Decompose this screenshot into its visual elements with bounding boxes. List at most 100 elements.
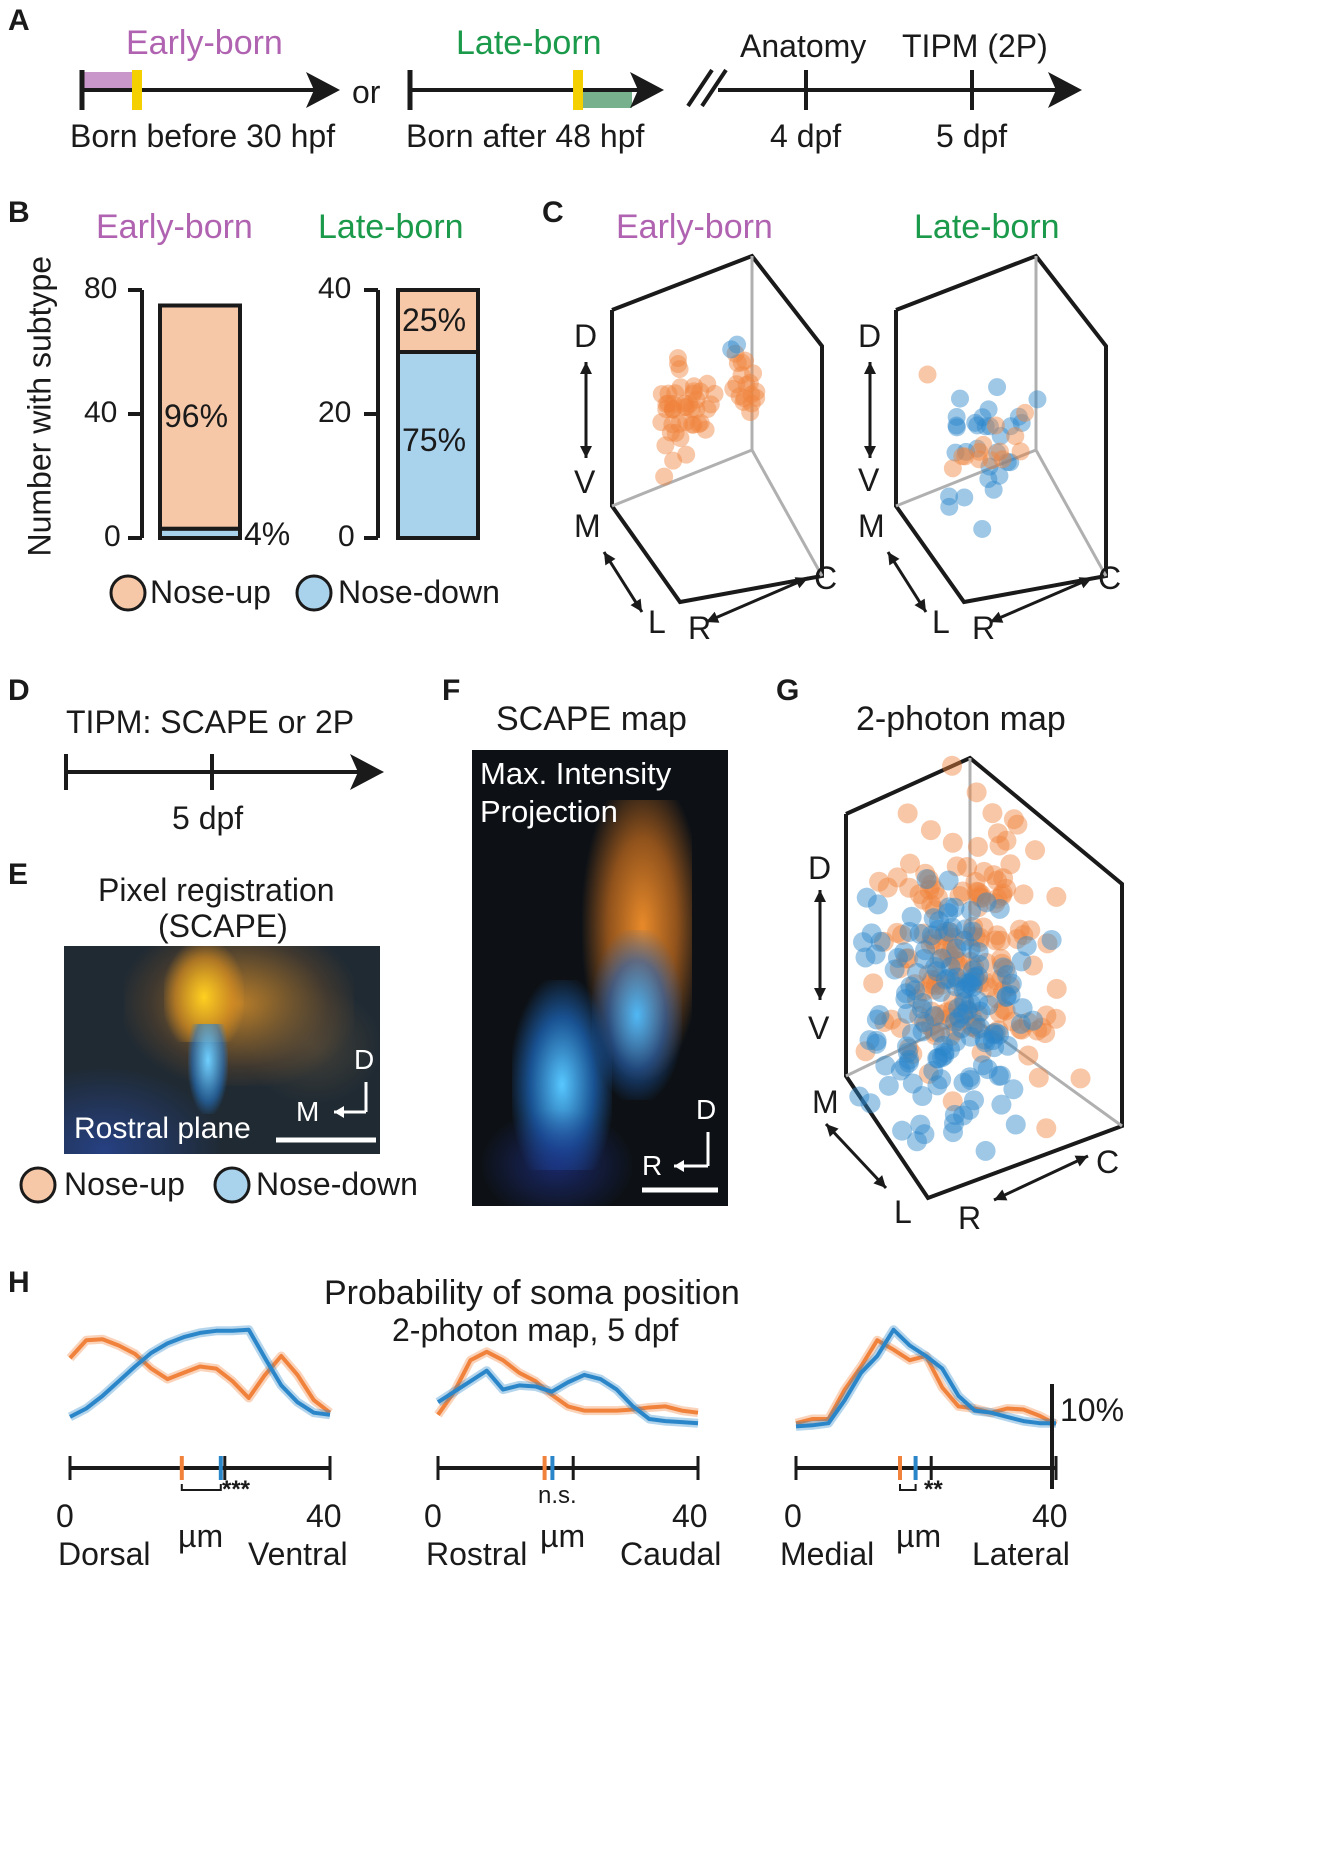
nose-down-soma xyxy=(961,971,982,992)
nose-up-soma xyxy=(664,400,683,419)
nose-up-soma xyxy=(869,871,890,892)
nose-up-soma xyxy=(985,893,1006,914)
nose-up-soma xyxy=(666,423,685,442)
nose-down-soma xyxy=(975,1140,996,1161)
nose-up-soma xyxy=(682,400,701,419)
nose-up-soma xyxy=(924,1021,945,1042)
nose-up-soma xyxy=(1009,919,1030,940)
nose-up-soma xyxy=(1013,884,1034,905)
nose-up-soma xyxy=(669,355,688,374)
arrow-head-icon xyxy=(1074,1155,1088,1167)
nose-down-soma xyxy=(860,1093,881,1114)
nose-up-soma xyxy=(735,389,754,408)
h3-right: Lateral xyxy=(972,1536,1070,1572)
arrow-head-icon xyxy=(580,446,592,458)
nose-down-soma xyxy=(974,1029,995,1050)
nose-up-soma xyxy=(680,394,699,413)
h-title: Probability of soma position xyxy=(324,1274,740,1312)
nose-down-soma xyxy=(973,519,992,538)
nose-up-soma xyxy=(920,1016,941,1037)
nose-up-soma xyxy=(929,950,950,971)
f-mip-line2: Projection xyxy=(480,794,618,829)
e-title-1: Pixel registration xyxy=(98,872,335,908)
nose-down-soma xyxy=(923,908,944,929)
nose-down-soma xyxy=(954,930,975,951)
nose-up-soma xyxy=(732,353,751,372)
f-d-label: D xyxy=(696,1094,717,1125)
nose-up-soma xyxy=(671,378,690,397)
nose-up-soma xyxy=(696,420,715,439)
b-late-tick-0: 0 xyxy=(338,520,355,553)
nose-up-soma xyxy=(933,925,954,946)
r-c-arrow xyxy=(989,576,1093,624)
nose-down-soma xyxy=(960,1026,981,1047)
nose-up-soma xyxy=(898,1038,919,1059)
nose-up-soma xyxy=(1007,814,1028,835)
nose-down-soma xyxy=(938,897,959,918)
nose-up-soma xyxy=(967,1004,988,1025)
box-back-edge xyxy=(1034,449,1108,577)
nose-down-soma xyxy=(1041,929,1062,950)
arrow-head-icon xyxy=(873,1175,886,1188)
nose-up-soma xyxy=(677,398,696,417)
arrow-head-icon xyxy=(814,890,826,902)
nose-up-soma xyxy=(965,926,986,947)
arrow-head-icon xyxy=(864,362,876,374)
nose-down-soma xyxy=(912,1021,933,1042)
nose-up-soma xyxy=(737,375,756,394)
nose-up-soma xyxy=(687,400,706,419)
nose-up-soma xyxy=(971,887,992,908)
nose-up-soma xyxy=(1020,920,1041,941)
nose-up-soma xyxy=(887,867,908,888)
nose-down-soma xyxy=(977,1059,998,1080)
nose-up-soma xyxy=(925,975,946,996)
nose-up-soma xyxy=(960,926,981,947)
nose-down-soma xyxy=(953,1072,974,1093)
nose-down-soma xyxy=(887,947,908,968)
panel-d-label: D xyxy=(8,674,30,707)
nose-down-soma xyxy=(911,998,932,1019)
box-back-edge xyxy=(750,449,824,577)
nose-up-soma xyxy=(995,959,1016,980)
nose-up-soma xyxy=(943,459,962,478)
nose-up-soma xyxy=(944,965,965,986)
nose-up-soma xyxy=(939,945,960,966)
nose-up-soma xyxy=(970,887,991,908)
nose-up-soma xyxy=(742,394,761,413)
nose-up-soma xyxy=(940,1025,961,1046)
nose-down-soma xyxy=(997,964,1018,985)
dpf5-label: 5 dpf xyxy=(936,118,1008,154)
nose-up-soma xyxy=(993,450,1012,469)
c2-c-label: C xyxy=(1098,560,1122,596)
nose-up-soma xyxy=(991,948,1012,969)
nose-down-soma xyxy=(1016,935,1037,956)
nose-down-soma xyxy=(969,954,990,975)
g-d-label: D xyxy=(808,850,832,886)
nose-up-soma xyxy=(1025,840,1046,861)
nose-up-soma xyxy=(663,399,682,418)
nose-down-soma xyxy=(895,988,916,1009)
c1-r-label: R xyxy=(688,610,712,646)
arrow-head-icon xyxy=(1048,72,1082,108)
h3-um: µm xyxy=(896,1518,942,1554)
nose-down-soma xyxy=(890,1060,911,1081)
nose-up-soma xyxy=(940,1007,961,1028)
nose-up-soma xyxy=(687,390,706,409)
nose-up-soma xyxy=(948,971,969,992)
h1-um: µm xyxy=(178,1518,224,1554)
panel-a-label: A xyxy=(8,4,30,37)
panel-f-label: F xyxy=(442,674,461,707)
nose-up-soma xyxy=(921,1001,942,1022)
b-late-tick-40: 40 xyxy=(318,272,352,305)
nose-up-soma xyxy=(663,400,682,419)
nose-up-soma xyxy=(652,413,671,432)
nose-down-soma xyxy=(1012,413,1031,432)
nose-up-soma xyxy=(987,870,1008,891)
nose-up-soma xyxy=(952,881,973,902)
